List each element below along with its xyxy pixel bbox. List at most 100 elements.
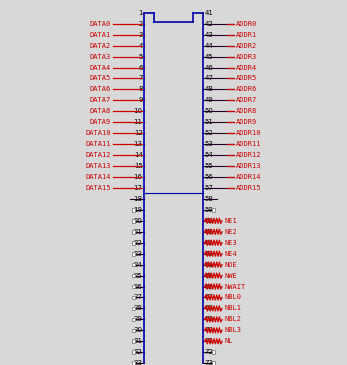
Text: 65: 65 — [204, 273, 213, 278]
Text: DATA2: DATA2 — [90, 43, 111, 49]
Text: 1: 1 — [138, 10, 142, 16]
Bar — [212, 350, 215, 354]
Text: 17: 17 — [134, 185, 143, 191]
Text: 63: 63 — [204, 251, 213, 257]
Text: 68: 68 — [204, 306, 213, 311]
Text: 56: 56 — [204, 174, 213, 180]
Bar — [132, 361, 135, 365]
Text: 69: 69 — [204, 316, 213, 322]
Text: 59: 59 — [204, 207, 213, 213]
Text: 6: 6 — [138, 65, 143, 70]
Text: 52: 52 — [204, 130, 213, 136]
Text: 18: 18 — [134, 196, 143, 202]
Bar — [132, 350, 135, 354]
Text: NE1: NE1 — [225, 218, 238, 224]
Text: 15: 15 — [134, 163, 143, 169]
Text: 48: 48 — [204, 87, 213, 92]
Text: DATA4: DATA4 — [90, 65, 111, 70]
Text: 73: 73 — [204, 360, 213, 365]
Text: DATA14: DATA14 — [86, 174, 111, 180]
Bar — [132, 339, 135, 343]
Text: 32: 32 — [134, 349, 143, 355]
Text: 53: 53 — [204, 141, 213, 147]
Bar — [132, 328, 135, 332]
Text: NOE: NOE — [225, 262, 238, 268]
Bar — [132, 252, 135, 256]
Text: 11: 11 — [134, 119, 143, 125]
Text: 62: 62 — [204, 240, 213, 246]
Text: 26: 26 — [134, 284, 143, 289]
Text: 24: 24 — [134, 262, 143, 268]
Text: 47: 47 — [204, 76, 213, 81]
Text: 66: 66 — [204, 284, 213, 289]
Text: 5: 5 — [138, 54, 143, 59]
Text: 46: 46 — [204, 65, 213, 70]
Text: DATA10: DATA10 — [86, 130, 111, 136]
Text: 9: 9 — [138, 97, 143, 103]
Text: DATA12: DATA12 — [86, 152, 111, 158]
Text: 54: 54 — [204, 152, 213, 158]
Bar — [132, 318, 135, 321]
Text: 19: 19 — [134, 207, 143, 213]
Text: 44: 44 — [204, 43, 213, 49]
Text: 14: 14 — [134, 152, 143, 158]
Text: 58: 58 — [204, 196, 213, 202]
Text: DATA9: DATA9 — [90, 119, 111, 125]
Text: 67: 67 — [204, 295, 213, 300]
Text: ADDR3: ADDR3 — [236, 54, 257, 59]
Text: 25: 25 — [134, 273, 143, 278]
Text: ADDR12: ADDR12 — [236, 152, 261, 158]
Text: 71: 71 — [204, 338, 213, 344]
Text: ADDR10: ADDR10 — [236, 130, 261, 136]
Text: 42: 42 — [204, 21, 213, 27]
Text: ADDR2: ADDR2 — [236, 43, 257, 49]
Text: 57: 57 — [204, 185, 213, 191]
Text: NE4: NE4 — [225, 251, 238, 257]
Text: NBL0: NBL0 — [225, 295, 242, 300]
Text: NBL2: NBL2 — [225, 316, 242, 322]
Text: 20: 20 — [134, 218, 143, 224]
Text: DATA0: DATA0 — [90, 21, 111, 27]
Text: 7: 7 — [138, 76, 143, 81]
Text: NE3: NE3 — [225, 240, 238, 246]
Text: 33: 33 — [134, 360, 143, 365]
Text: ADDR7: ADDR7 — [236, 97, 257, 103]
Text: 22: 22 — [134, 240, 143, 246]
Text: ADDR14: ADDR14 — [236, 174, 261, 180]
Text: 55: 55 — [204, 163, 213, 169]
Text: ADDR4: ADDR4 — [236, 65, 257, 70]
Text: NWAIT: NWAIT — [225, 284, 246, 289]
Bar — [212, 208, 215, 212]
Bar — [132, 219, 135, 223]
Bar — [132, 241, 135, 245]
Text: 50: 50 — [204, 108, 213, 114]
Text: ADDR13: ADDR13 — [236, 163, 261, 169]
Bar — [132, 208, 135, 212]
Text: DATA15: DATA15 — [86, 185, 111, 191]
Text: 64: 64 — [204, 262, 213, 268]
Text: 3: 3 — [138, 32, 143, 38]
Text: 30: 30 — [134, 327, 143, 333]
Text: 28: 28 — [134, 306, 143, 311]
Text: NBL3: NBL3 — [225, 327, 242, 333]
Bar — [212, 361, 215, 365]
Text: ADDR15: ADDR15 — [236, 185, 261, 191]
Text: ADDR8: ADDR8 — [236, 108, 257, 114]
Text: ADDR1: ADDR1 — [236, 32, 257, 38]
Bar — [132, 285, 135, 288]
Bar — [132, 296, 135, 299]
Text: 4: 4 — [138, 43, 143, 49]
Text: NBL1: NBL1 — [225, 306, 242, 311]
Text: DATA8: DATA8 — [90, 108, 111, 114]
Text: 45: 45 — [204, 54, 213, 59]
Text: ADDR6: ADDR6 — [236, 87, 257, 92]
Text: DATA6: DATA6 — [90, 87, 111, 92]
Text: 70: 70 — [204, 327, 213, 333]
Text: 49: 49 — [204, 97, 213, 103]
Text: DATA1: DATA1 — [90, 32, 111, 38]
Text: 43: 43 — [204, 32, 213, 38]
Text: 41: 41 — [205, 10, 214, 16]
Text: NL: NL — [225, 338, 233, 344]
Bar — [132, 274, 135, 277]
Text: 31: 31 — [134, 338, 143, 344]
